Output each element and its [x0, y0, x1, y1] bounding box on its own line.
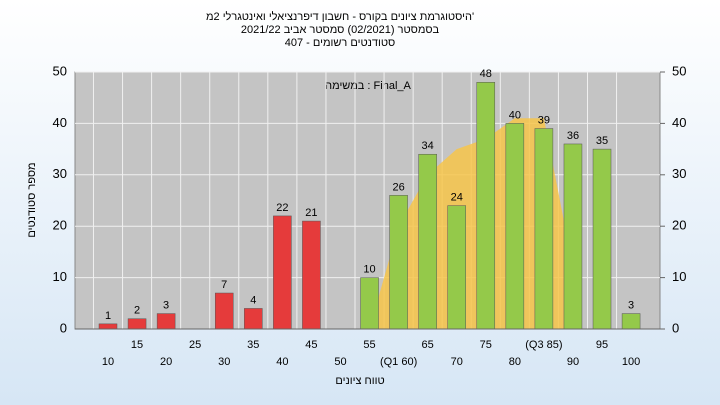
y2-tick-label: 30: [672, 166, 686, 181]
x-tick-label: 70: [451, 356, 463, 368]
x-tick-label: 50: [334, 356, 346, 368]
y2-tick-label: 20: [672, 218, 686, 233]
value-label: 39: [538, 114, 550, 126]
title-line: סטודנטים רשומים - 407: [285, 37, 396, 49]
x-tick-label: 25: [189, 339, 201, 351]
x-tick-label: 15: [131, 339, 143, 351]
title-line: בסמסטר (02/2021) סמסטר אביב 2021/22: [241, 24, 440, 36]
bar: [214, 292, 234, 330]
y2-tick-label: 40: [672, 115, 686, 130]
x-tick-label: 45: [305, 339, 317, 351]
x-tick-label: 75: [480, 339, 492, 351]
value-label: 24: [451, 192, 463, 204]
y2-tick-label: 0: [672, 320, 679, 335]
bar: [534, 128, 554, 330]
x-tick-label: (Q1 60): [380, 356, 417, 368]
bar: [621, 313, 641, 330]
annotation: במשימה : Final_A: [325, 80, 411, 92]
value-label: 36: [567, 130, 579, 142]
x-tick-label: 10: [102, 356, 114, 368]
x-tick-label: 30: [218, 356, 230, 368]
x-tick-label: (Q3 85): [525, 339, 562, 351]
value-label: 21: [305, 207, 317, 219]
value-label: 1: [105, 310, 111, 322]
value-label: 22: [276, 202, 288, 214]
bar: [98, 323, 118, 330]
x-axis-label: טווח ציונים: [335, 375, 384, 387]
value-label: 48: [480, 68, 492, 80]
value-label: 40: [509, 109, 521, 121]
bar: [360, 277, 379, 330]
bar: [389, 195, 408, 330]
x-tick-label: 95: [596, 339, 608, 351]
x-tick-label: 65: [422, 339, 434, 351]
value-label: 3: [628, 299, 634, 311]
bar: [447, 205, 466, 330]
bar: [244, 308, 263, 330]
value-label: 34: [422, 140, 434, 152]
bar: [476, 82, 496, 330]
y-axis-label: מספר סטודנטים: [26, 162, 38, 237]
bar: [127, 318, 147, 330]
y-tick-label: 40: [53, 115, 67, 130]
bar: [302, 220, 321, 330]
y2-tick-label: 10: [672, 269, 686, 284]
title-line: היסטוגרמת ציונים בקורס - חשבון דיפרנציאל…: [206, 10, 474, 23]
y-tick-label: 50: [53, 63, 67, 78]
y-tick-label: 0: [60, 320, 67, 335]
x-tick-label: 55: [363, 339, 375, 351]
value-label: 2: [134, 305, 140, 317]
bar: [592, 148, 612, 330]
value-label: 3: [163, 299, 169, 311]
x-tick-label: 35: [247, 339, 259, 351]
x-tick-label: 100: [622, 356, 640, 368]
bar: [418, 153, 437, 330]
x-tick-label: 90: [567, 356, 579, 368]
bar: [505, 123, 525, 330]
y-tick-label: 20: [53, 218, 67, 233]
value-label: 10: [363, 264, 375, 276]
y2-tick-label: 50: [672, 63, 686, 78]
y-tick-label: 30: [53, 166, 67, 181]
value-label: 35: [596, 135, 608, 147]
bar: [156, 313, 176, 330]
bar: [273, 215, 292, 330]
value-label: 4: [250, 294, 256, 306]
x-tick-label: 80: [509, 356, 521, 368]
value-label: 26: [392, 181, 404, 193]
x-tick-label: 20: [160, 356, 172, 368]
x-tick-label: 40: [276, 356, 288, 368]
bar: [563, 143, 583, 330]
value-label: 7: [221, 279, 227, 291]
y-tick-label: 10: [53, 269, 67, 284]
